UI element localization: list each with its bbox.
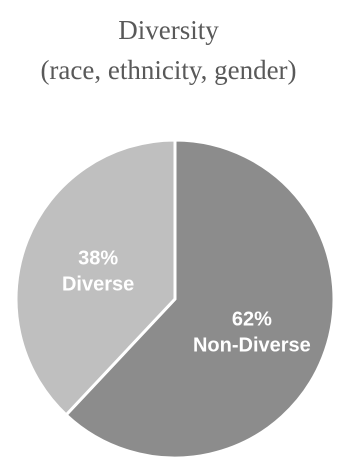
pie-slice-non-diverse <box>64 138 336 459</box>
pie-label-diverse: 38% Diverse <box>62 248 134 296</box>
pie-label-name: Diverse <box>62 274 134 296</box>
pie-labels: 62% Non-Diverse 38% Diverse <box>62 248 311 357</box>
pie-label-value: 62% <box>232 308 272 330</box>
pie-slice-diverse <box>14 138 177 417</box>
chart-subtitle: (race, ethnicity, gender) <box>40 55 297 85</box>
chart-title: Diversity <box>118 15 219 45</box>
pie-slices <box>14 138 336 459</box>
pie-label-value: 38% <box>78 248 118 270</box>
pie-label-name: Non-Diverse <box>193 334 311 356</box>
pie-label-non-diverse: 62% Non-Diverse <box>193 308 311 356</box>
